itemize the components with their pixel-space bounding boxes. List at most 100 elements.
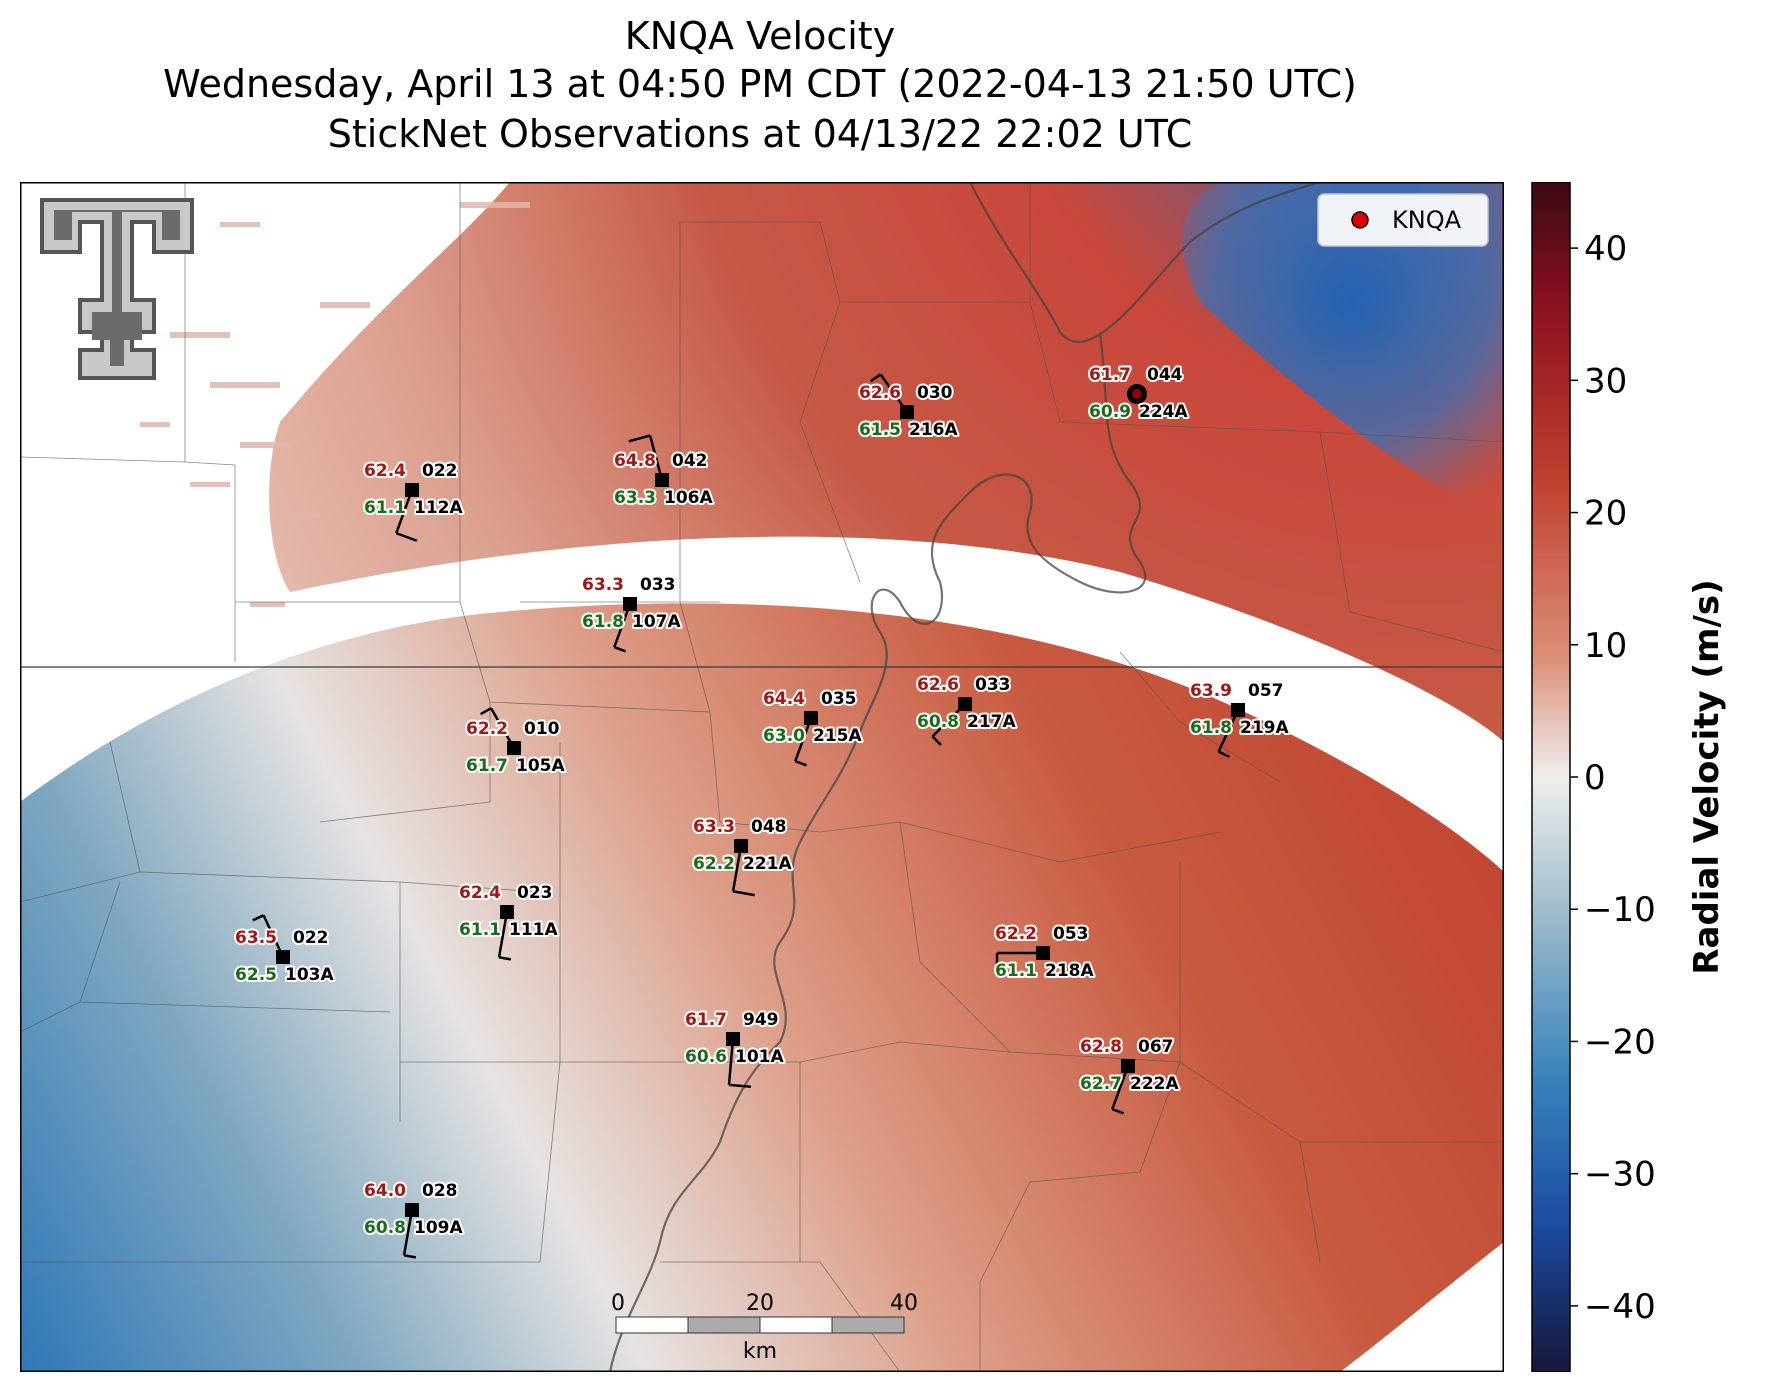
station-marker	[958, 697, 972, 711]
station-marker	[405, 483, 419, 497]
station-marker	[804, 711, 818, 725]
wind-barb-staff	[1111, 1065, 1130, 1110]
station-id: 022	[293, 928, 329, 948]
wind-barb-flag	[403, 1254, 417, 1259]
wind-barb-flag	[1218, 750, 1230, 758]
station-probe: 218A	[1045, 961, 1094, 981]
station-plot: 63.3 048 62.2 221A	[691, 815, 794, 897]
station-probe: 103A	[285, 965, 334, 985]
station-probe: 112A	[414, 498, 463, 518]
legend-marker-icon	[1351, 211, 1369, 229]
station-probe: 216A	[909, 420, 958, 440]
wind-barb-staff	[648, 435, 664, 481]
station-dewpoint: 61.1	[459, 920, 501, 940]
station-temperature: 62.6	[859, 383, 901, 403]
station-dewpoint: 61.8	[1190, 718, 1232, 738]
station-dewpoint: 61.7	[466, 756, 508, 776]
wind-barb-staff	[731, 845, 743, 892]
station-probe: 221A	[743, 854, 792, 874]
station-dewpoint: 61.5	[859, 420, 901, 440]
wind-barb-flag	[870, 373, 882, 383]
station-id: 067	[1138, 1037, 1174, 1057]
colorbar-label: Radial Velocity (m/s)	[1687, 579, 1727, 974]
station-marker	[726, 1032, 740, 1046]
wind-barb-flag	[628, 434, 651, 443]
wind-barb-flag	[252, 914, 265, 922]
station-temperature: 61.7	[1089, 365, 1131, 385]
station-id: 053	[1053, 924, 1089, 944]
wind-barb-staff	[794, 717, 813, 762]
station-marker	[507, 741, 521, 755]
station-temperature: 62.6	[917, 675, 959, 695]
station-temperature: 61.7	[685, 1010, 727, 1030]
station-plot: 62.2 053 61.1 218A	[993, 922, 1096, 983]
colorbar-tick-1: 30	[1584, 361, 1627, 401]
wind-barb-flag	[794, 760, 807, 767]
colorbar-tick-6: −20	[1584, 1022, 1656, 1062]
station-plot: 63.3 033 61.8 107A	[580, 573, 683, 653]
station-plot: 62.8 067 62.7 222A	[1078, 1035, 1181, 1115]
station-id: 028	[422, 1181, 458, 1201]
station-marker	[1121, 1059, 1135, 1073]
colorbar-gradient	[1531, 182, 1571, 1372]
colorbar-tick-7: −30	[1584, 1155, 1656, 1195]
station-dewpoint: 60.9	[1089, 402, 1131, 422]
station-plots: 62.4 022 61.1 112A 64.8 042 63.3 106A 63.3 033 61.…	[233, 363, 1291, 1259]
wind-barb-flag	[498, 956, 512, 961]
station-plot: 62.4 022 61.1 112A	[362, 459, 465, 542]
wind-barb-flag	[395, 532, 418, 542]
scale-unit: km	[743, 1339, 777, 1364]
station-id: 044	[1147, 365, 1183, 385]
station-id: 949	[743, 1010, 779, 1030]
station-id: 023	[517, 883, 553, 903]
station-probe: 111A	[509, 920, 558, 940]
colorbar-tick-2: 20	[1584, 494, 1627, 534]
station-marker	[1036, 946, 1050, 960]
station-id: 048	[751, 817, 787, 837]
station-plot: 62.6 033 60.8 217A	[915, 673, 1018, 746]
title-line-1: KNQA Velocity	[624, 14, 896, 58]
station-id: 057	[1248, 681, 1284, 701]
station-temperature: 62.2	[995, 924, 1037, 944]
station-dewpoint: 62.2	[693, 854, 735, 874]
station-probe: 101A	[735, 1047, 784, 1067]
station-plot: 64.0 028 60.8 109A	[362, 1179, 465, 1259]
colorbar-tick-8: −40	[1584, 1287, 1656, 1327]
station-dewpoint: 61.8	[582, 612, 624, 632]
colorbar-tick-4: 0	[1584, 758, 1606, 798]
title-line-3: StickNet Observations at 04/13/22 22:02 …	[327, 112, 1193, 156]
legend-label: KNQA	[1392, 206, 1462, 234]
station-temperature: 62.4	[459, 883, 501, 903]
station-dewpoint: 63.3	[614, 488, 656, 508]
station-plot: 63.5 022 62.5 103A	[233, 914, 336, 987]
scale-bar: 0 20 40 km	[611, 1291, 918, 1364]
station-probe: 109A	[414, 1218, 463, 1238]
station-marker	[655, 473, 669, 487]
wind-barb-staff	[395, 489, 414, 534]
station-probe: 107A	[632, 612, 681, 632]
station-temperature: 63.5	[235, 928, 277, 948]
colorbar-tick-3: 10	[1584, 626, 1627, 666]
station-plot: 62.4 023 61.1 111A	[457, 881, 560, 961]
texas-tech-logo-icon	[40, 198, 194, 380]
radar-map: 0 20 40 km KNQA 62.4 022 61.1 112A 64.8 042 63…	[20, 182, 1504, 1372]
wind-barb-staff	[727, 1038, 735, 1085]
station-dewpoint: 60.8	[917, 712, 959, 732]
scale-tick-2: 40	[890, 1291, 918, 1316]
station-plot: 61.7 044 60.9 224A	[1087, 363, 1190, 424]
station-marker	[500, 905, 514, 919]
station-id: 010	[524, 719, 560, 739]
station-dewpoint: 60.6	[685, 1047, 727, 1067]
station-temperature: 64.8	[614, 451, 656, 471]
wind-barb-staff	[497, 911, 509, 958]
station-plot: 64.8 042 63.3 106A	[612, 434, 715, 510]
legend: KNQA	[1317, 193, 1489, 247]
station-id: 042	[672, 451, 708, 471]
station-id: 022	[422, 461, 458, 481]
wind-barb-flag	[728, 1083, 752, 1088]
colorbar: 40 30 20 10 0 −10 −20 −30 −40 Radial Velocity (m…	[1531, 182, 1727, 1372]
station-temperature: 63.3	[693, 817, 735, 837]
station-dewpoint: 62.7	[1080, 1074, 1122, 1094]
station-temperature: 62.8	[1080, 1037, 1122, 1057]
colorbar-tick-0: 40	[1584, 229, 1627, 269]
